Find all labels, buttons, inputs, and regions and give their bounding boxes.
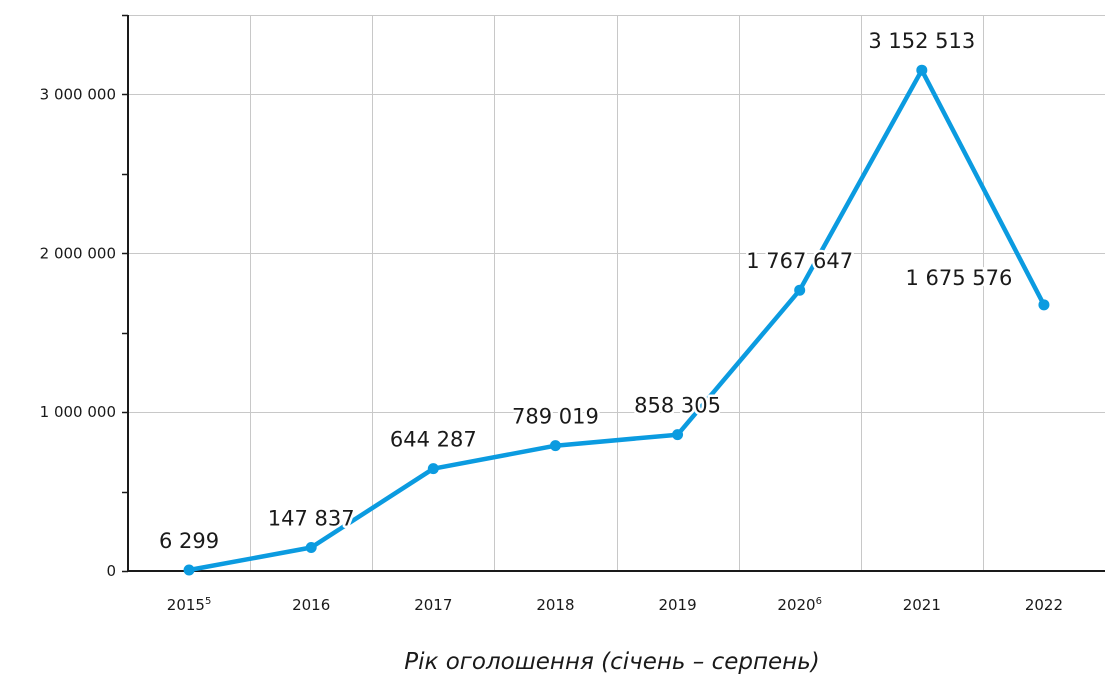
x-tick-label: 2017: [414, 596, 452, 614]
x-tick-label: 2021: [903, 596, 941, 614]
x-tick-label: 2018: [536, 596, 574, 614]
data-point: [549, 440, 561, 452]
data-label: 789 019: [512, 405, 599, 429]
data-label: 1 767 647: [746, 249, 853, 273]
y-axis-ticks: 0 1 000 000 2 000 000 3 000 000: [40, 14, 128, 580]
data-label: 147 837: [268, 507, 355, 531]
data-label: 3 152 513: [868, 29, 975, 53]
data-labels: 6 299 147 837 644 287 789 019 858 305 1 767 6…: [157, 27, 1015, 556]
data-point: [305, 542, 317, 554]
x-axis-ticks: 20155 2016 2017 2018 2019 20206 2021 2022: [167, 596, 1063, 614]
y-tick-label: 1 000 000: [40, 403, 116, 421]
series-line-path: [186, 67, 1047, 573]
data-label: 858 305: [634, 394, 721, 418]
y-tick-label: 3 000 000: [40, 85, 116, 103]
axes: [127, 15, 1105, 572]
x-axis-title: Рік оголошення (січень – серпень): [404, 649, 820, 675]
y-tick-label: 2 000 000: [40, 244, 116, 262]
x-tick-label: 2019: [658, 596, 696, 614]
x-tick-label: 20155: [167, 596, 212, 614]
x-tick-footnote: 6: [816, 596, 822, 607]
grid-lines: [128, 15, 1105, 571]
data-label: 1 675 576: [905, 266, 1012, 290]
x-tick-footnote: 5: [205, 596, 211, 607]
x-tick-label: 2016: [292, 596, 330, 614]
data-point: [916, 64, 928, 76]
x-tick-label: 2022: [1025, 596, 1063, 614]
data-label: 6 299: [159, 529, 219, 553]
data-label: 644 287: [390, 428, 477, 452]
y-tick-label: 0: [106, 562, 116, 580]
data-point: [427, 463, 439, 475]
data-point: [794, 284, 806, 296]
data-point: [183, 564, 195, 576]
series-line: [183, 64, 1050, 576]
data-point: [672, 429, 684, 441]
x-tick-label: 20206: [777, 596, 822, 614]
data-point: [1038, 299, 1050, 311]
